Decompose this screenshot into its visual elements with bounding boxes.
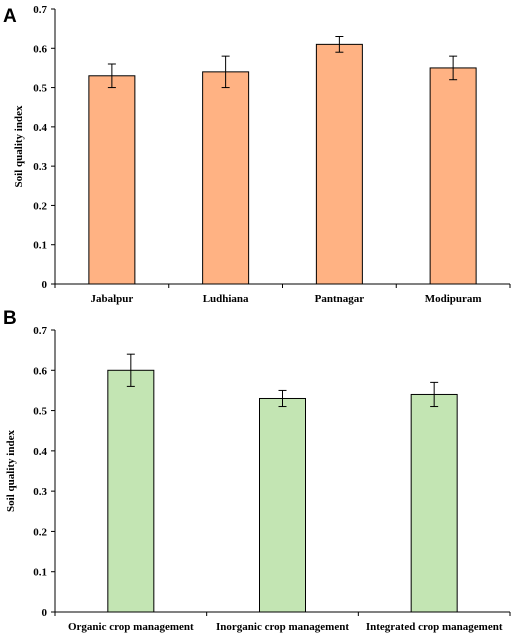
panel-a-y-tick-label: 0.3 (33, 161, 47, 173)
panel-b-y-tick-label: 0.2 (33, 526, 47, 538)
panel-a-y-tick-label: 0.4 (33, 122, 47, 134)
panel-a-category-label: Jabalpur (90, 293, 133, 305)
panel-b-y-tick-label: 0.3 (33, 486, 47, 498)
panel-b-y-tick-label: 0.7 (33, 325, 47, 337)
panel-a-category-label: Pantnagar (315, 293, 365, 305)
panel-a-y-axis-title: Soil quality index (13, 105, 25, 187)
panel-b-y-axis-title: Soil quality index (5, 430, 17, 512)
panel-b-bar (259, 397, 306, 613)
panel-a-category-label: Ludhiana (203, 293, 249, 305)
panel-a-letter: A (3, 6, 17, 27)
panel-a-category-label: Modipuram (425, 293, 482, 305)
panel-a-y-tick-label: 0.1 (33, 240, 47, 252)
panel-b-y-tick-label: 0.4 (33, 446, 47, 458)
panel-a-y-tick-label: 0.2 (33, 200, 47, 212)
panel-a-y-tick-label: 0 (42, 279, 48, 291)
panel-b-category-label: Integrated crop management (366, 621, 503, 633)
panel-b-category-label: Organic crop management (68, 621, 194, 633)
panel-a-y-tick-label: 0.6 (33, 43, 47, 55)
panel-b-y-tick-label: 0 (42, 607, 48, 619)
panel-a-bar (429, 67, 477, 285)
panel-a-bar (88, 75, 136, 285)
panel-b-category-label: Inorganic crop management (216, 621, 349, 633)
panel-b-y-tick-label: 0.1 (33, 567, 47, 579)
panel-a-y-tick-label: 0.5 (33, 83, 47, 95)
panel-b-bar (410, 393, 458, 613)
panel-b-y-tick-label: 0.5 (33, 406, 47, 418)
panel-b-bar (107, 369, 155, 613)
panel-b-y-tick-label: 0.6 (33, 365, 47, 377)
panel-a-bar (315, 43, 363, 285)
panel-a-bar (202, 71, 250, 285)
panel-b-letter: B (3, 308, 17, 329)
panel-a-y-tick-label: 0.7 (33, 4, 47, 16)
